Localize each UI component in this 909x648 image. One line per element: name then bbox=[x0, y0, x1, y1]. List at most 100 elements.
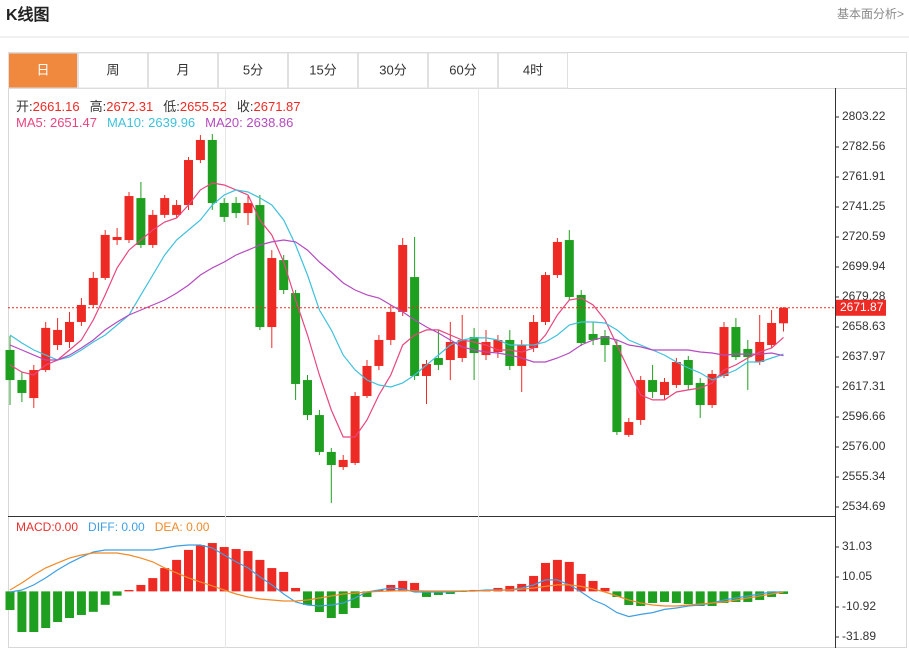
line bbox=[9, 189, 784, 388]
candle-body bbox=[219, 203, 229, 217]
tab[interactable] bbox=[288, 52, 358, 89]
candle-body bbox=[779, 307, 788, 324]
candle-body bbox=[374, 339, 384, 366]
macd-bar bbox=[148, 578, 158, 592]
candle-body bbox=[600, 336, 610, 346]
ohlc-label: 高: bbox=[89, 99, 107, 114]
macd-bar bbox=[17, 591, 27, 633]
candle-body bbox=[541, 275, 550, 322]
candle-body bbox=[124, 196, 134, 241]
macd-bar bbox=[541, 562, 550, 592]
tab-label[interactable]: 60分 bbox=[449, 62, 476, 77]
candle-body bbox=[172, 205, 182, 215]
macd-bar bbox=[660, 591, 669, 602]
y-tick-label: 2741.25 bbox=[842, 199, 886, 213]
macd-bar bbox=[255, 559, 265, 592]
candle-body bbox=[314, 415, 324, 452]
macd-bar bbox=[231, 549, 241, 592]
macd-bar bbox=[719, 591, 729, 603]
candle-body bbox=[719, 327, 729, 376]
tab-label[interactable]: 月 bbox=[176, 62, 189, 77]
macd-bar bbox=[671, 591, 681, 603]
page-title: K线图 bbox=[6, 5, 50, 24]
candle-body bbox=[243, 203, 253, 214]
macd-bar bbox=[433, 591, 443, 595]
tab[interactable] bbox=[218, 52, 288, 89]
candle-body bbox=[493, 339, 503, 353]
macd-bar bbox=[5, 591, 15, 610]
tab-label[interactable]: 30分 bbox=[379, 62, 406, 77]
candle-body bbox=[350, 396, 360, 463]
macd-bar bbox=[624, 591, 634, 605]
tab-label[interactable]: 日 bbox=[36, 62, 49, 77]
macd-bar bbox=[683, 591, 693, 604]
candle-body bbox=[195, 139, 205, 161]
candle-body bbox=[636, 380, 646, 420]
candle-body bbox=[112, 236, 122, 241]
tab[interactable] bbox=[428, 52, 498, 89]
y-tick-label: 2555.34 bbox=[842, 469, 886, 483]
y-tick-label: 2617.31 bbox=[842, 379, 886, 393]
macd-bar bbox=[243, 551, 253, 592]
tab-label[interactable]: 5分 bbox=[243, 62, 263, 77]
tab-label[interactable]: 4时 bbox=[523, 62, 543, 77]
line bbox=[9, 544, 784, 618]
candle-body bbox=[76, 304, 86, 322]
macd-bar bbox=[779, 591, 788, 594]
ohlc-value: 2671.87 bbox=[253, 99, 301, 114]
candle-body bbox=[529, 321, 539, 348]
candle-body bbox=[100, 234, 110, 278]
candle-body bbox=[517, 345, 527, 366]
candle-body bbox=[469, 337, 479, 354]
macd-bar bbox=[457, 591, 467, 592]
y-tick-label: 2782.56 bbox=[842, 139, 886, 153]
candle-body bbox=[433, 357, 443, 365]
tab[interactable] bbox=[148, 52, 218, 89]
tab-label[interactable]: 15分 bbox=[309, 62, 336, 77]
candle-body bbox=[624, 422, 634, 435]
analysis-link[interactable]: 基本面分析> bbox=[837, 7, 904, 21]
macd-bar bbox=[172, 559, 182, 592]
candle-body bbox=[612, 345, 622, 433]
macd-bar bbox=[564, 561, 574, 592]
legend-value: 2639.96 bbox=[148, 115, 196, 130]
macd-bar bbox=[207, 543, 217, 592]
legend-name: MA10: bbox=[106, 115, 145, 130]
tab[interactable] bbox=[358, 52, 428, 89]
macd-bar bbox=[529, 575, 539, 592]
candle-body bbox=[160, 198, 170, 215]
y-tick-label: 2637.97 bbox=[842, 349, 886, 363]
macd-bar bbox=[398, 580, 408, 592]
line bbox=[9, 182, 784, 438]
tab[interactable] bbox=[498, 52, 568, 89]
macd-bar bbox=[636, 591, 646, 606]
y-tick-label: 2699.94 bbox=[842, 259, 886, 273]
tab[interactable] bbox=[8, 52, 78, 89]
ohlc-legend: 开:2661.16 高:2672.31 低:2655.52 收:2671.87 bbox=[16, 96, 311, 115]
macd-bar bbox=[136, 584, 146, 592]
macd-bar bbox=[695, 591, 705, 606]
macd-bar bbox=[350, 591, 360, 608]
tab[interactable] bbox=[78, 52, 148, 89]
candle-body bbox=[291, 293, 301, 384]
candle-body bbox=[445, 341, 455, 361]
macd-bar bbox=[219, 547, 229, 592]
ohlc-label: 收: bbox=[236, 99, 254, 114]
candle-body bbox=[207, 139, 217, 204]
ohlc-label: 低: bbox=[163, 99, 180, 114]
macd-bar bbox=[731, 591, 741, 602]
macd-bar bbox=[505, 585, 515, 592]
legend-name: DIFF: bbox=[88, 520, 119, 534]
macd-bar bbox=[65, 591, 74, 618]
candle-body bbox=[707, 373, 717, 406]
macd-bar bbox=[552, 559, 562, 592]
tab-label[interactable]: 周 bbox=[106, 62, 119, 77]
y-tick-label: 2534.69 bbox=[842, 499, 886, 513]
candle-body bbox=[767, 322, 777, 346]
macd-bar bbox=[279, 571, 289, 592]
macd-bar bbox=[112, 591, 122, 596]
macd-bar bbox=[576, 573, 586, 592]
candle-body bbox=[588, 334, 598, 340]
line bbox=[9, 552, 784, 607]
